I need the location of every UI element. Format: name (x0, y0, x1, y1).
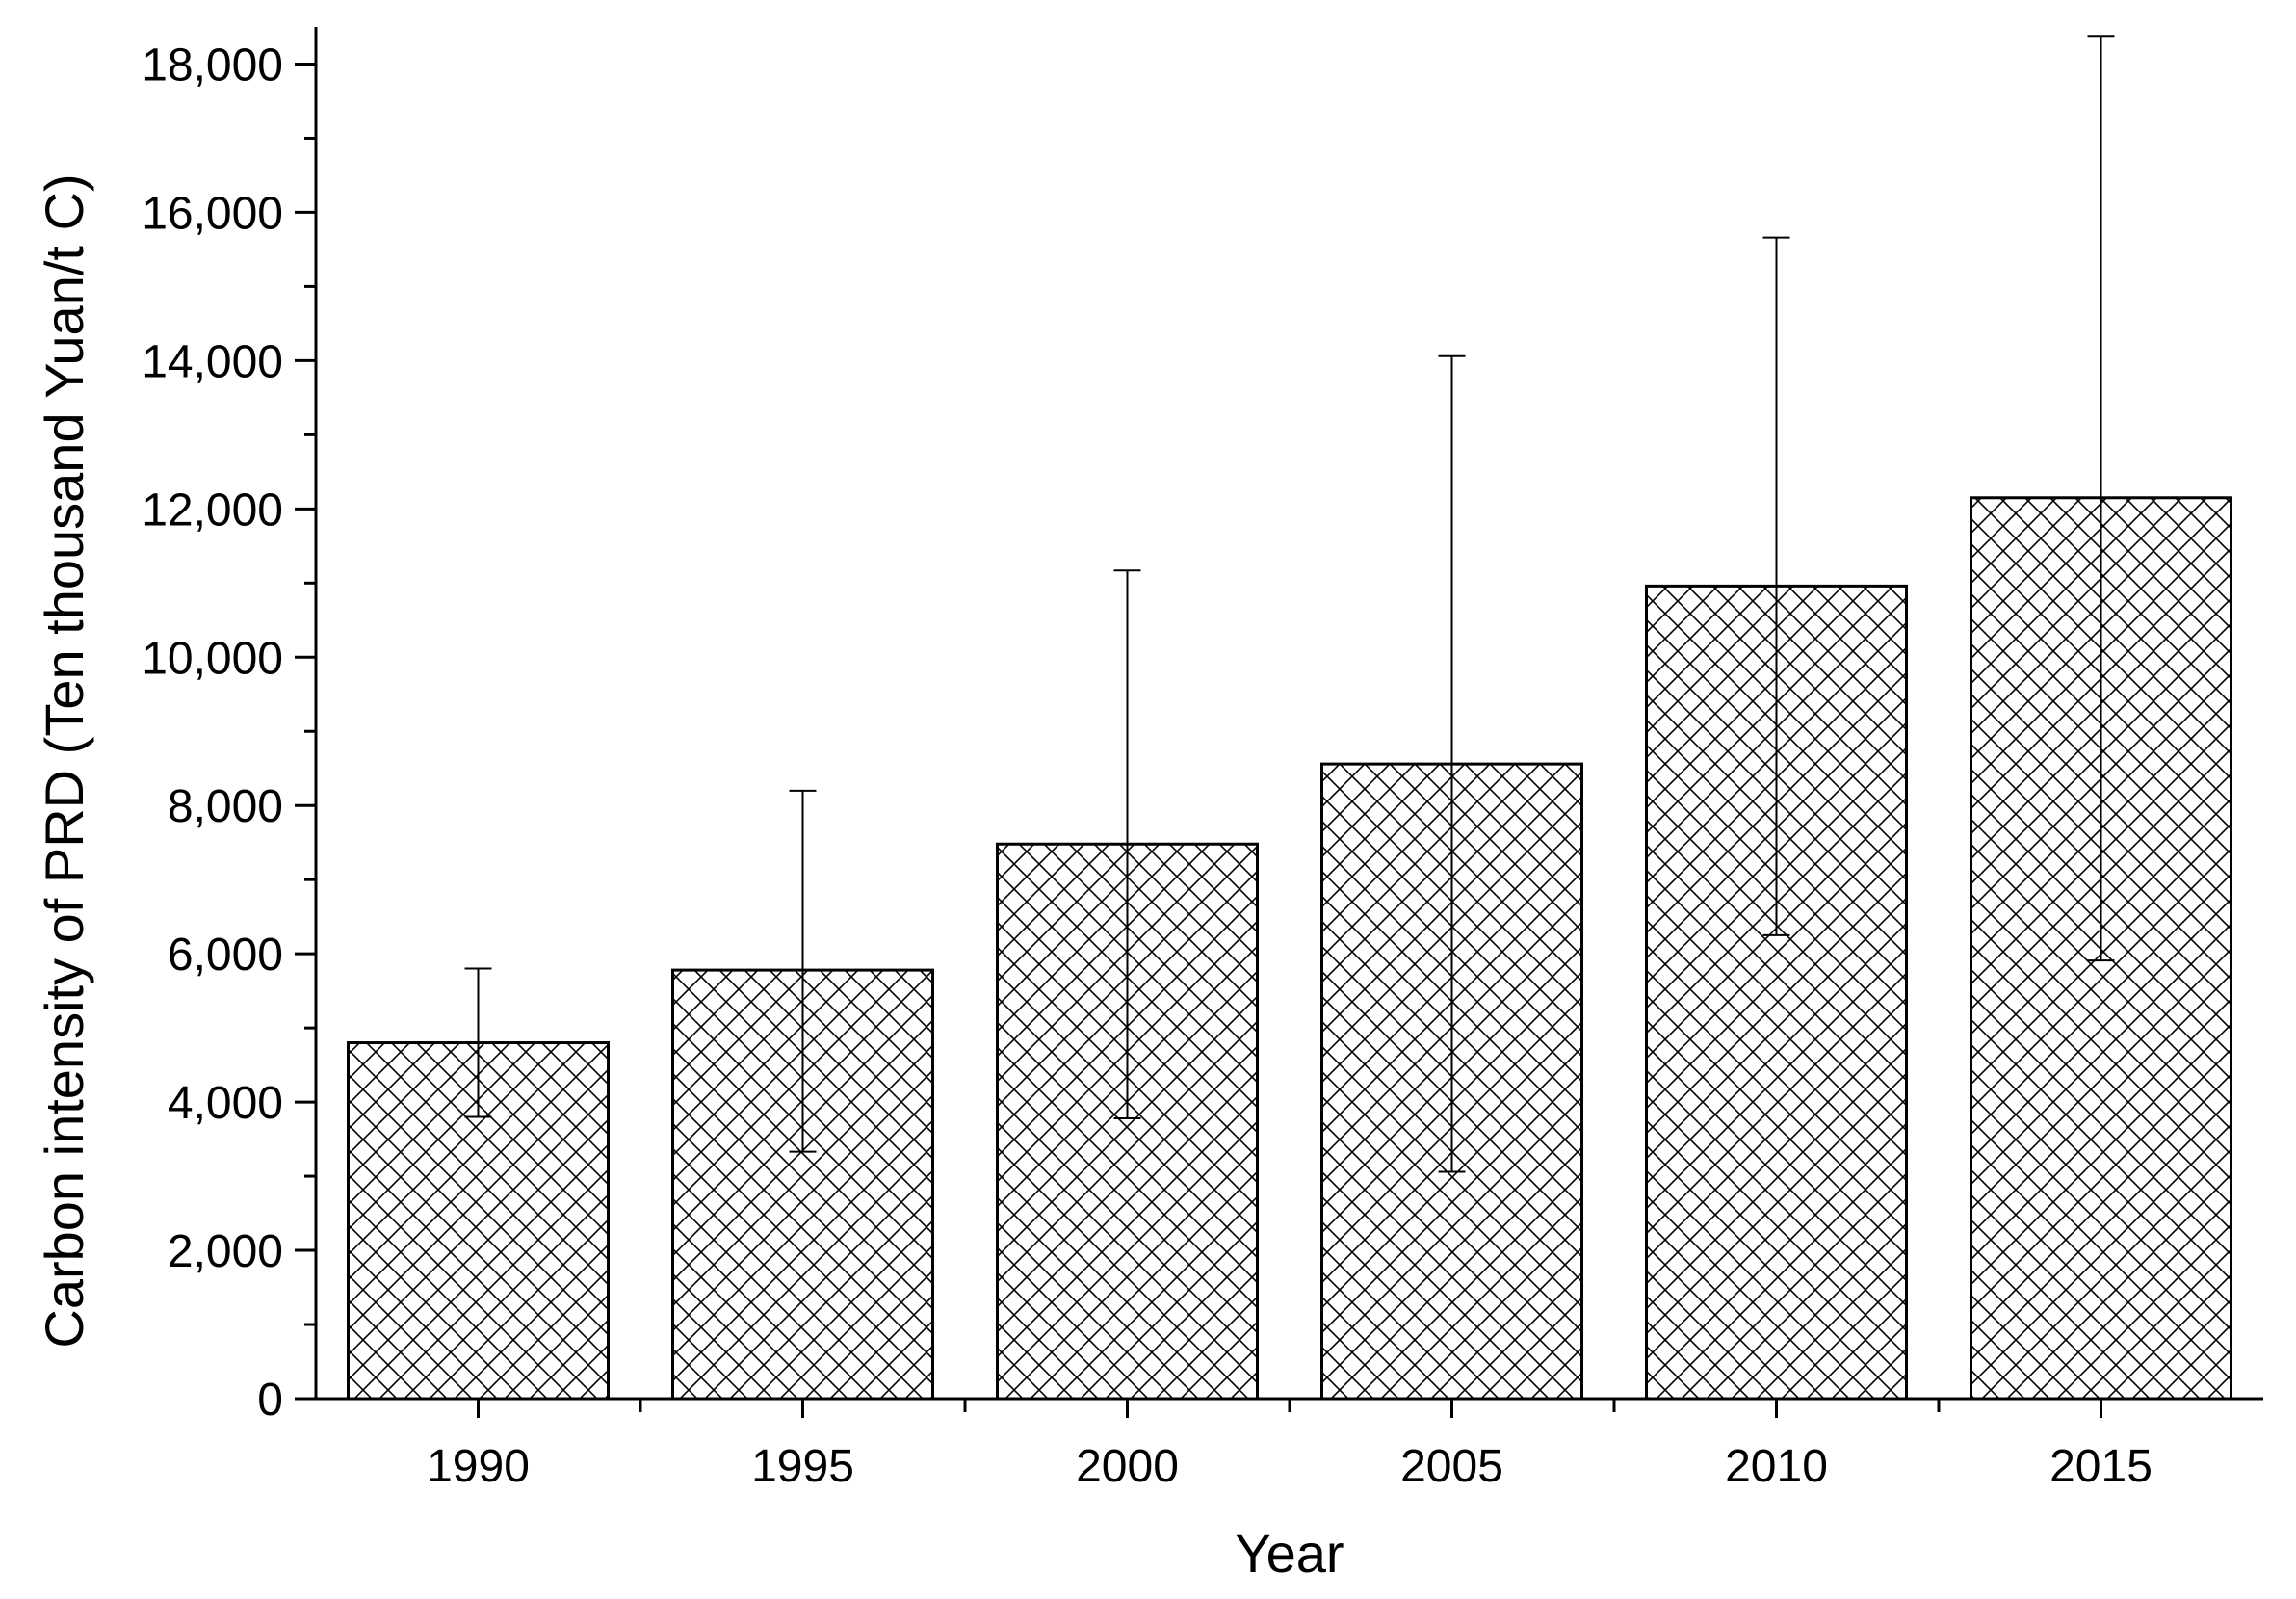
y-tick-label-12000: 12,000 (142, 485, 283, 536)
y-tick-label-6000: 6,000 (168, 930, 283, 981)
x-axis-title: Year (1235, 1523, 1344, 1584)
y-tick-label-2000: 2,000 (168, 1226, 283, 1277)
y-tick-label-18000: 18,000 (142, 39, 283, 91)
x-tick-label-1995: 1995 (751, 1441, 854, 1492)
y-tick-label-14000: 14,000 (142, 336, 283, 387)
x-tick-label-2005: 2005 (1400, 1441, 1503, 1492)
y-tick-label-4000: 4,000 (168, 1078, 283, 1129)
x-tick-label-2015: 2015 (2049, 1441, 2152, 1492)
bars-group (347, 496, 2232, 1401)
y-axis-title: Carbon intensity of PRD (Ten thousand Yu… (34, 173, 94, 1348)
tick-labels-group: 1990 1995 2000 2005 2010 2015 0 2,000 4,000 6,000… (142, 39, 2152, 1492)
y-tick-label-0: 0 (257, 1375, 283, 1426)
x-tick-label-2010: 2010 (1725, 1441, 1828, 1492)
y-tick-label-16000: 16,000 (142, 188, 283, 239)
x-tick-label-1990: 1990 (427, 1441, 530, 1492)
axes-group (295, 27, 2263, 1418)
error-bars-group (464, 35, 2115, 1173)
x-tick-label-2000: 2000 (1076, 1441, 1179, 1492)
y-tick-label-8000: 8,000 (168, 781, 283, 832)
y-tick-label-10000: 10,000 (142, 633, 283, 684)
